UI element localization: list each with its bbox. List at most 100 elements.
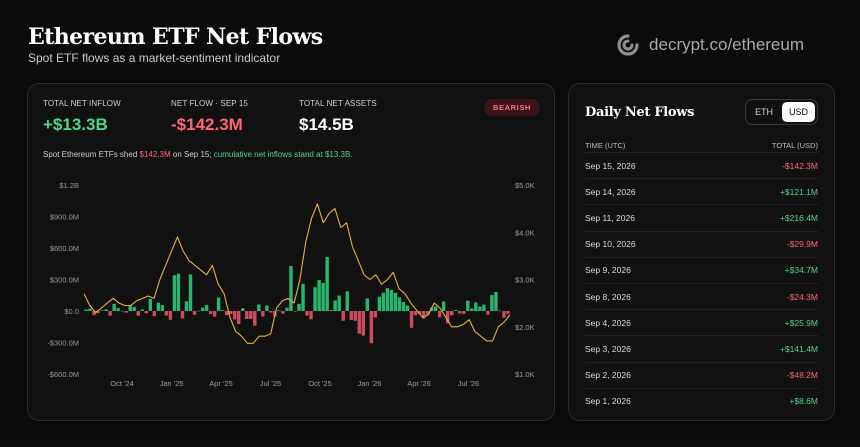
- flow-bar: [84, 309, 88, 311]
- table-row[interactable]: Sep 14, 2026 +$121.1M: [585, 178, 818, 204]
- summary-mid: on Sep 15;: [170, 150, 214, 159]
- row-value: +$141.4M: [779, 343, 818, 354]
- flow-bar: [498, 310, 502, 312]
- row-date: Sep 10, 2026: [585, 239, 636, 250]
- flow-bar: [281, 311, 285, 314]
- flow-bar: [349, 311, 353, 320]
- flow-bar: [285, 307, 289, 311]
- row-date: Sep 15, 2026: [585, 160, 636, 171]
- kpi-label: NET FLOW · SEP 15: [171, 99, 248, 108]
- x-tick: Jul '26: [458, 379, 479, 388]
- flow-bar: [441, 301, 446, 311]
- kpi-total-net-assets: TOTAL NET ASSETS $14.5B: [299, 99, 377, 135]
- row-value: -$142.3M: [782, 160, 818, 171]
- row-date: Sep 9, 2026: [585, 265, 631, 276]
- brand[interactable]: decrypt.co/ethereum: [617, 34, 804, 56]
- table-row[interactable]: Sep 2, 2026 -$48.2M: [585, 361, 818, 388]
- flow-bar: [220, 310, 225, 311]
- table-row[interactable]: Sep 8, 2026 -$24.3M: [585, 282, 818, 309]
- table-row[interactable]: Sep 3, 2026 +$141.4M: [585, 335, 818, 361]
- flow-bar: [482, 304, 486, 311]
- unit-toggle[interactable]: ETH USD: [744, 99, 818, 125]
- flow-bar: [490, 295, 494, 311]
- summary-text: Spot Ethereum ETFs shed $142.3M on Sep 1…: [43, 150, 353, 159]
- row-value: -$29.9M: [786, 239, 818, 250]
- x-tick: Apr '26: [407, 379, 431, 388]
- flow-bar: [341, 311, 345, 321]
- flow-bar: [337, 295, 341, 311]
- table-row[interactable]: Sep 11, 2026 +$216.4M: [585, 204, 818, 230]
- brand-link[interactable]: decrypt.co/ethereum: [649, 35, 804, 54]
- flow-bar: [140, 309, 144, 311]
- flow-bar: [313, 287, 317, 311]
- x-tick: Oct '24: [110, 379, 134, 388]
- flow-bar: [112, 303, 116, 311]
- table-row[interactable]: Sep 4, 2026 +$25.9M: [585, 309, 818, 335]
- y-tick-right: $2.0K: [515, 323, 535, 332]
- flow-bar: [152, 311, 157, 317]
- row-value: +$25.9M: [784, 317, 818, 328]
- flow-bar: [160, 305, 165, 311]
- table-row[interactable]: Sep 10, 2026 -$29.9M: [585, 230, 818, 257]
- flow-bar: [421, 311, 426, 319]
- kpi-label: TOTAL NET INFLOW: [43, 99, 121, 108]
- y-tick-left: $0.0: [64, 307, 79, 316]
- flow-bar: [269, 311, 273, 313]
- toggle-eth[interactable]: ETH: [754, 107, 773, 117]
- flow-bar: [289, 266, 293, 311]
- eth-price-line: [83, 203, 511, 344]
- flow-bar: [132, 307, 136, 311]
- flow-bar: [445, 311, 450, 324]
- flow-bar: [345, 291, 349, 311]
- flow-bar: [450, 311, 454, 316]
- flow-bar: [361, 311, 366, 336]
- flow-bar: [92, 311, 96, 316]
- flow-bar: [148, 298, 153, 311]
- flow-bar: [393, 292, 398, 311]
- x-tick: Jan '25: [160, 379, 184, 388]
- row-date: Sep 2, 2026: [585, 370, 631, 381]
- table-row[interactable]: Sep 9, 2026 +$34.7M: [585, 256, 818, 283]
- flow-bar: [196, 310, 201, 312]
- row-date: Sep 4, 2026: [585, 317, 631, 328]
- x-tick: Jan '26: [358, 379, 382, 388]
- flow-bar: [470, 308, 474, 311]
- flow-bar: [253, 311, 257, 326]
- flow-bar: [494, 292, 498, 311]
- net-flows-chart[interactable]: $1.2B $900.0M $600.0M $300.0M $0.0 -$300.0M -$…: [28, 84, 554, 420]
- flow-bar: [297, 303, 301, 311]
- flow-bar: [208, 311, 213, 314]
- flow-bar: [104, 309, 108, 311]
- flow-bar: [228, 311, 233, 315]
- summary-lead: Spot Ethereum ETFs shed: [43, 150, 140, 159]
- flow-bar: [128, 305, 132, 311]
- flow-bar: [156, 302, 161, 311]
- flow-bar: [389, 289, 394, 311]
- toggle-usd[interactable]: USD: [781, 102, 815, 122]
- flow-bar: [200, 307, 205, 311]
- row-value: +$8.6M: [789, 396, 818, 407]
- flow-bar: [506, 311, 510, 314]
- flow-bar: [212, 311, 217, 317]
- flow-bar: [261, 311, 265, 317]
- flow-bar: [397, 297, 402, 311]
- flow-bar: [409, 311, 414, 328]
- row-date: Sep 3, 2026: [585, 343, 631, 354]
- kpi-value: $14.5B: [299, 115, 354, 134]
- flow-bar: [317, 280, 321, 311]
- daily-flows-title: Daily Net Flows: [585, 105, 695, 120]
- flow-bar: [180, 311, 185, 319]
- flow-bar: [458, 311, 462, 314]
- flow-bar: [249, 311, 253, 319]
- flow-bar: [405, 305, 410, 311]
- y-tick-left: $600.0M: [50, 244, 79, 253]
- flow-bar: [381, 292, 386, 311]
- row-value: +$34.7M: [784, 265, 818, 276]
- y-tick-left: $300.0M: [50, 276, 79, 285]
- column-header-total: TOTAL (USD): [771, 141, 818, 150]
- y-tick-left: -$300.0M: [47, 339, 79, 348]
- table-row[interactable]: Sep 1, 2026 +$8.6M: [585, 387, 818, 414]
- flow-bar: [333, 300, 337, 311]
- table-row[interactable]: Sep 15, 2026 -$142.3M: [585, 152, 818, 178]
- y-tick-right: $5.0K: [515, 181, 535, 190]
